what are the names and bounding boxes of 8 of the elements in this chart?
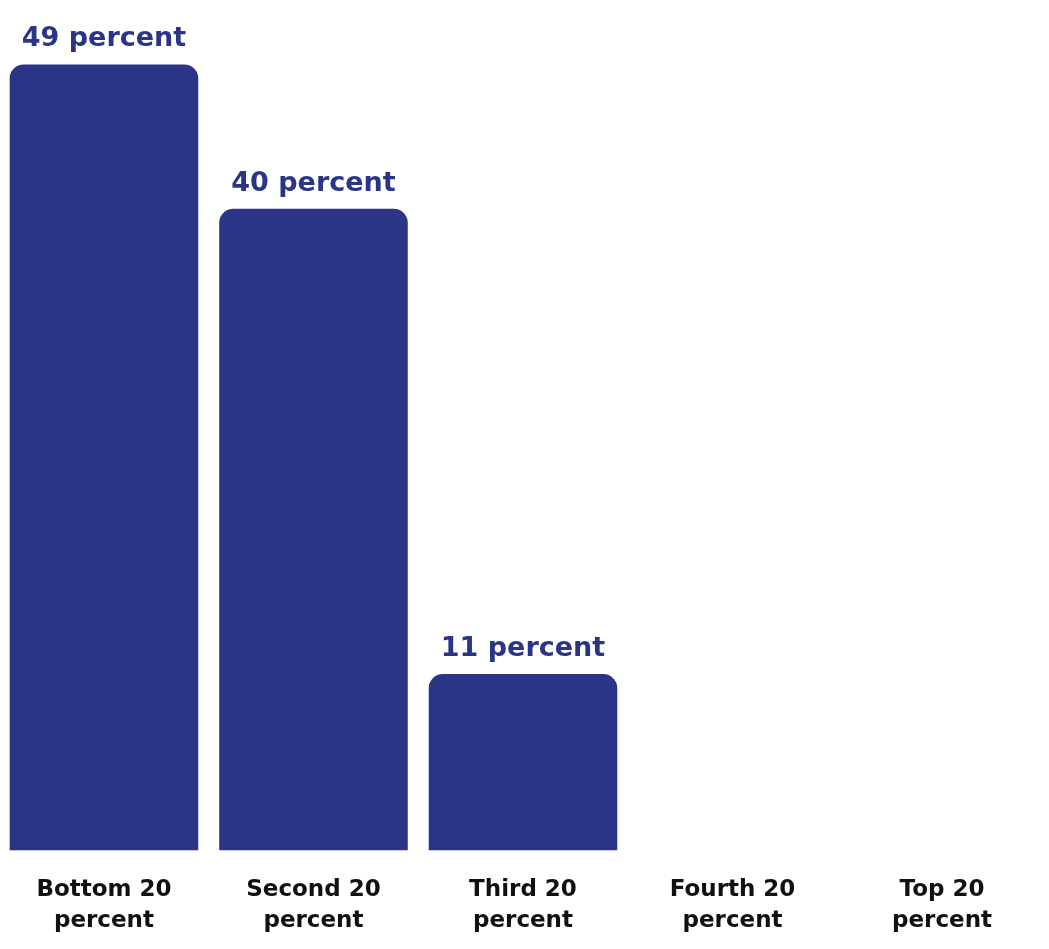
x-tick-label: Third 20 percent bbox=[469, 874, 577, 932]
data-label: 49 percent bbox=[21, 21, 187, 53]
x-tick-label: Fourth 20 percent bbox=[669, 874, 796, 932]
data-label: 11 percent bbox=[440, 631, 606, 663]
data-label: 40 percent bbox=[231, 165, 396, 197]
x-tick-label: Top 20 percent bbox=[892, 874, 993, 932]
x-tick-label: Second 20 percent bbox=[246, 874, 381, 932]
x-tick-label: Bottom 20 percent bbox=[36, 874, 172, 932]
